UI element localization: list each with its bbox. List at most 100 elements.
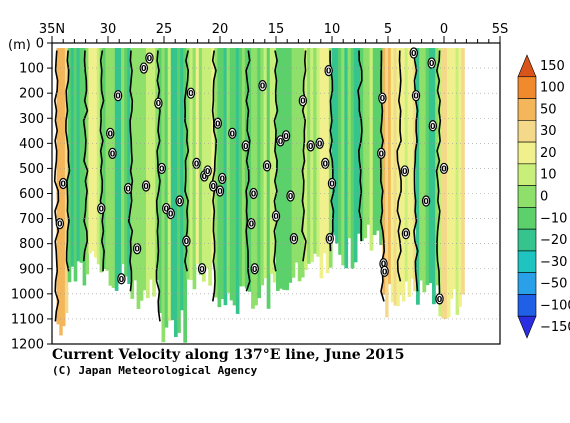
velocity-cell <box>136 48 141 309</box>
velocity-cell <box>350 48 355 269</box>
velocity-cell <box>425 48 430 286</box>
zero-label: 0 <box>59 177 68 190</box>
x-tick-label: 10 <box>324 22 341 37</box>
colorbar-label: 30 <box>540 124 557 139</box>
zero-label: 0 <box>281 130 291 142</box>
zero-label-marker <box>249 187 258 200</box>
section-16 <box>438 48 465 319</box>
velocity-cell <box>382 48 386 295</box>
y-tick-label: 800 <box>19 237 44 252</box>
zero-label-marker <box>427 57 436 69</box>
velocity-cell <box>344 48 349 269</box>
zero-label: 0 <box>209 180 218 192</box>
velocity-cell <box>152 48 156 297</box>
zero-contour-line <box>53 50 60 322</box>
velocity-cell <box>282 48 286 290</box>
zero-label-text: 0 <box>382 267 388 276</box>
zero-label-text: 0 <box>441 164 447 173</box>
velocity-cell <box>186 48 191 280</box>
y-tick-label: 300 <box>19 112 44 127</box>
velocity-cell <box>393 48 397 306</box>
velocity-cell <box>195 48 200 264</box>
zero-label-marker <box>228 127 237 139</box>
zero-label-text: 0 <box>278 137 284 146</box>
velocity-cell <box>244 48 249 289</box>
zero-label-text: 0 <box>143 182 149 191</box>
zero-label-marker <box>380 265 389 277</box>
zero-contour-line <box>183 50 190 272</box>
colorbar-swatch <box>517 141 537 165</box>
zero-label: 0 <box>186 87 196 99</box>
velocity-cell <box>416 48 420 305</box>
velocity-cell <box>96 48 101 265</box>
zero-label: 0 <box>378 92 387 104</box>
colorbar-swatch <box>517 98 537 121</box>
y-axis-unit-label: (m) <box>8 38 31 53</box>
zero-label-marker <box>250 263 259 275</box>
zero-label: 0 <box>380 265 389 277</box>
zero-label-marker <box>289 233 299 245</box>
zero-label: 0 <box>141 180 151 192</box>
colorbar-swatch <box>517 315 537 339</box>
y-axis: 0 100 200 300 400 500 600 700 800 900 1000 1100 1200 <box>11 37 52 353</box>
velocity-cell <box>146 48 150 299</box>
colorbar-label: 50 <box>540 102 557 117</box>
zero-label: 0 <box>108 147 117 159</box>
velocity-cell <box>127 48 131 284</box>
y-tick-label: 100 <box>19 62 44 77</box>
y-tick-label: 500 <box>19 162 44 177</box>
x-tick-label: 5S <box>492 22 509 37</box>
x-tick-label: 0 <box>440 22 448 37</box>
zero-label-text: 0 <box>380 94 386 103</box>
colorbar-swatch <box>517 272 537 295</box>
velocity-cell <box>248 48 252 292</box>
zero-label: 0 <box>117 273 126 285</box>
zero-label-marker <box>321 157 330 169</box>
zero-label-text: 0 <box>163 205 169 214</box>
zero-label-text: 0 <box>119 275 125 284</box>
section-15 <box>416 48 439 305</box>
zero-label-marker <box>327 177 337 190</box>
velocity-cell <box>130 48 135 299</box>
velocity-cell <box>88 48 92 254</box>
x-tick-label: 25 <box>156 22 173 37</box>
velocity-cell <box>111 48 116 288</box>
colorbar-swatch <box>517 185 537 208</box>
zero-label-text: 0 <box>300 97 306 106</box>
velocity-cell <box>73 48 78 282</box>
velocity-cell <box>91 48 95 252</box>
colorbar-label: 10 <box>540 168 557 183</box>
zero-label-text: 0 <box>252 265 258 274</box>
colorbar-swatch <box>517 228 537 252</box>
zero-label-marker <box>55 218 65 230</box>
velocity-cell <box>82 48 87 286</box>
zero-label-marker <box>97 202 106 215</box>
velocity-cell <box>366 48 371 225</box>
zero-label: 0 <box>97 202 106 215</box>
velocity-cell <box>458 48 462 307</box>
velocity-cell <box>133 48 138 281</box>
x-tick-label: 35N <box>39 22 65 37</box>
zero-label-marker <box>428 120 437 132</box>
zero-label-marker <box>166 207 175 220</box>
zero-label-marker <box>106 127 115 139</box>
velocity-cell <box>272 48 277 283</box>
colorbar-swatch <box>517 294 537 317</box>
velocity-cell <box>85 48 89 275</box>
zero-label-marker <box>435 293 444 305</box>
data-field <box>56 48 465 343</box>
colorbar-swatch <box>517 207 537 230</box>
velocity-cell <box>266 48 271 309</box>
zero-label: 0 <box>106 127 115 139</box>
zero-label: 0 <box>401 228 411 240</box>
zero-label-marker <box>409 47 418 59</box>
section-4 <box>130 48 159 309</box>
x-tick-label: 30 <box>100 22 117 37</box>
zero-label-text: 0 <box>326 67 332 76</box>
velocity-cell <box>76 48 81 262</box>
zero-label-text: 0 <box>243 142 249 151</box>
section-9 <box>276 48 305 291</box>
velocity-cell <box>260 48 265 286</box>
y-tick-label: 1000 <box>11 287 44 302</box>
zero-label-marker <box>209 180 218 192</box>
